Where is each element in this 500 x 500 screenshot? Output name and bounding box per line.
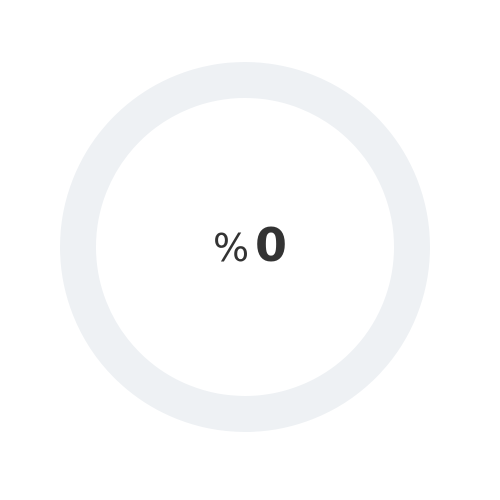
progress-percent-label: % 0: [0, 218, 500, 278]
progress-track: [60, 62, 430, 432]
percent-symbol: %: [212, 226, 250, 270]
percent-value: 0: [255, 218, 288, 272]
